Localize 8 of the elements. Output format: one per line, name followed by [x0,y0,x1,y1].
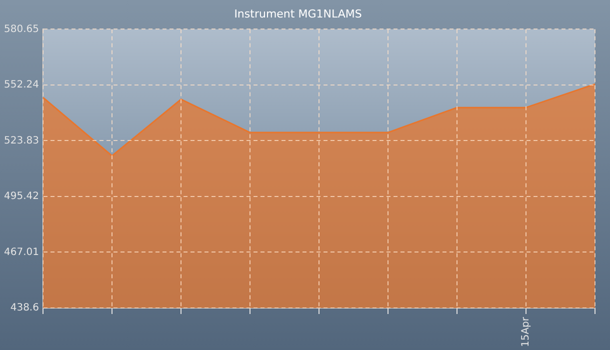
x-tick-label: 15Apr [520,316,532,348]
y-tick-label: 467.01 [4,246,39,258]
y-tick-label: 438.6 [10,302,39,314]
y-tick-label: 580.65 [4,24,39,35]
y-tick-label: 552.24 [4,80,39,91]
y-tick-label: 495.42 [4,191,39,202]
y-tick-label: 523.83 [4,135,39,146]
chart-title: Instrument MG1NLAMS [234,7,362,20]
